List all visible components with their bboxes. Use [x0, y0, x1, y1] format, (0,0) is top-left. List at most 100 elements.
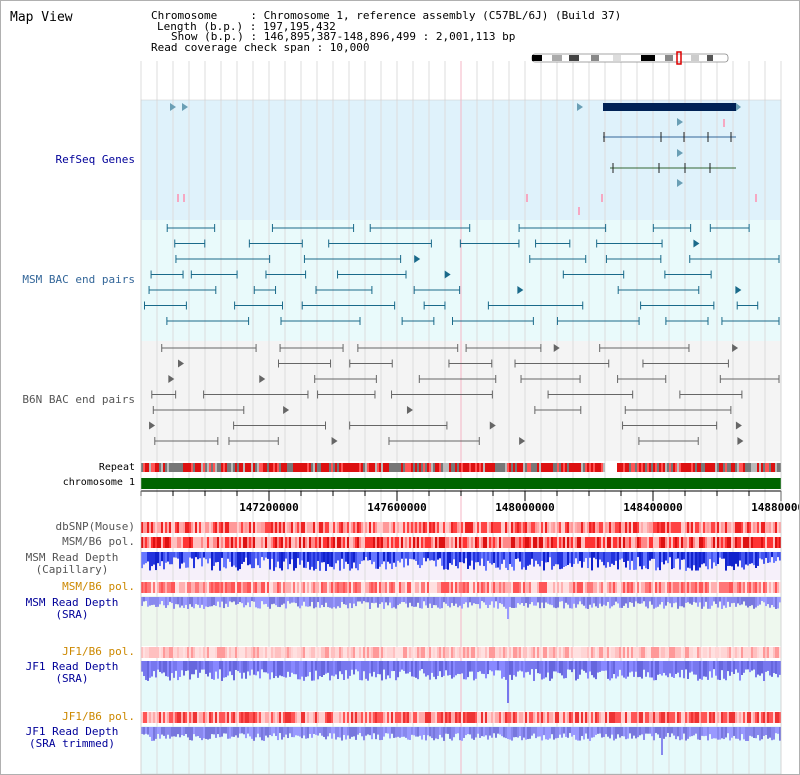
msm-b6-pol-2-cell	[551, 582, 553, 593]
msm-b6-pol-1-cell	[163, 537, 165, 548]
msm-b6-pol-1-cell	[761, 537, 763, 548]
dbsnp-cell	[489, 522, 491, 533]
dbsnp-label[interactable]: dbSNP(Mouse)	[55, 520, 135, 533]
msm-b6-pol-1-cell	[759, 537, 761, 548]
msm-sra-depth-bar	[319, 597, 321, 608]
jf1-b6-pol-1-cell	[279, 647, 281, 658]
jf1-sra-depth-bar	[183, 661, 185, 676]
jf1-trim-depth-bar	[461, 727, 463, 741]
msm-read-depth-capillary-label[interactable]: MSM Read Depth (Capillary)	[25, 551, 119, 576]
dbsnp-cell	[537, 522, 539, 533]
msm-cap-depth-bar	[673, 552, 675, 569]
msm-sra-depth-bar	[239, 597, 241, 603]
dbsnp-cell	[743, 522, 745, 533]
jf1-b6-pol-label-1[interactable]: JF1/B6 pol.	[62, 645, 135, 658]
jf1-trim-depth-bar	[313, 727, 315, 734]
jf1-b6-pol-2-cell	[523, 712, 525, 723]
jf1-trim-depth-bar	[593, 727, 595, 738]
msm-b6-pol-1-cell	[545, 537, 547, 548]
dbsnp-cell	[763, 522, 765, 533]
msm-b6-pol-1-cell	[699, 537, 701, 548]
msm-cap-depth-bar	[205, 552, 207, 560]
dbsnp-cell	[301, 522, 303, 533]
msm-sra-depth-bar	[627, 597, 629, 608]
dbsnp-cell	[565, 522, 567, 533]
msm-b6-pol-2-cell	[355, 582, 357, 593]
msm-b6-pol-2-cell	[153, 582, 155, 593]
msm-cap-depth-bar	[285, 552, 287, 559]
dbsnp-cell	[277, 522, 279, 533]
dbsnp-cell	[517, 522, 519, 533]
msm-read-depth-sra-label[interactable]: MSM Read Depth (SRA)	[25, 596, 119, 621]
repeat-segment	[419, 463, 421, 472]
msm-b6-pol-2-cell	[583, 582, 585, 593]
b6n-bac-end-pairs-label[interactable]: B6N BAC end pairs	[22, 393, 135, 406]
jf1-trim-depth-bar	[317, 727, 319, 736]
repeat-segment	[407, 463, 409, 472]
jf1-sra-depth-bar	[573, 661, 575, 670]
msm-b6-pol-label-1[interactable]: MSM/B6 pol.	[62, 535, 135, 548]
msm-b6-pol-1-cell	[669, 537, 671, 548]
msm-b6-pol-2-cell	[661, 582, 663, 593]
jf1-b6-pol-2-cell	[611, 712, 613, 723]
jf1-read-depth-sra-trimmed-label[interactable]: JF1 Read Depth (SRA trimmed)	[25, 725, 119, 750]
jf1-sra-depth-bar	[247, 661, 249, 672]
dbsnp-cell	[667, 522, 669, 533]
msm-sra-depth-bar	[415, 597, 417, 607]
jf1-b6-pol-2-cell	[211, 712, 213, 723]
dbsnp-cell	[287, 522, 289, 533]
msm-sra-depth-bar	[757, 597, 759, 606]
msm-b6-pol-1-cell	[353, 537, 355, 548]
msm-b6-pol-2-cell	[705, 582, 707, 593]
jf1-b6-pol-2-cell	[461, 712, 463, 723]
jf1-sra-depth-bar	[503, 661, 505, 677]
jf1-b6-pol-label-2[interactable]: JF1/B6 pol.	[62, 710, 135, 723]
dbsnp-cell	[251, 522, 253, 533]
msm-b6-pol-1-cell	[625, 537, 627, 548]
msm-b6-pol-1-cell	[303, 537, 305, 548]
dbsnp-cell	[151, 522, 153, 533]
jf1-sra-depth-bar	[539, 661, 541, 674]
jf1-b6-pol-2-cell	[495, 712, 497, 723]
msm-sra-depth-bar	[241, 597, 243, 604]
msm-sra-depth-bar	[249, 597, 251, 608]
jf1-trim-depth-bar	[529, 727, 531, 739]
dbsnp-cell	[349, 522, 351, 533]
repeat-segment	[751, 463, 753, 472]
jf1-b6-pol-1-cell	[723, 647, 725, 658]
jf1-sra-depth-bar	[453, 661, 455, 678]
msm-b6-pol-1-cell	[575, 537, 577, 548]
jf1-b6-pol-2-cell	[459, 712, 461, 723]
dbsnp-cell	[651, 522, 653, 533]
jf1-trim-depth-bar	[491, 727, 493, 738]
repeat-segment	[561, 463, 563, 472]
refseq-genes-label[interactable]: RefSeq Genes	[55, 153, 135, 166]
jf1-b6-pol-2-cell	[753, 712, 755, 723]
msm-b6-pol-1-cell	[769, 537, 771, 548]
msm-b6-pol-1-cell	[497, 537, 499, 548]
msm-b6-pol-label-2[interactable]: MSM/B6 pol.	[62, 580, 135, 593]
jf1-b6-pol-1-cell	[545, 647, 547, 658]
msm-b6-pol-1-cell	[161, 537, 163, 548]
jf1-sra-depth-bar	[311, 661, 313, 681]
jf1-sra-depth-bar	[625, 661, 627, 679]
msm-cap-depth-bar	[347, 552, 349, 564]
msm-sra-depth-bar	[255, 597, 257, 608]
msm-cap-depth-bar	[303, 552, 305, 568]
jf1-read-depth-sra-label[interactable]: JF1 Read Depth (SRA)	[25, 660, 119, 685]
msm-bac-end-pairs-label[interactable]: MSM BAC end pairs	[22, 273, 135, 286]
msm-b6-pol-1-cell	[729, 537, 731, 548]
jf1-b6-pol-1-cell	[285, 647, 287, 658]
jf1-b6-pol-2-cell	[547, 712, 549, 723]
jf1-b6-pol-1-cell	[753, 647, 755, 658]
msm-b6-pol-2-cell	[203, 582, 205, 593]
msm-cap-depth-bar	[657, 552, 659, 568]
repeat-segment	[235, 463, 237, 472]
msm-b6-pol-1-cell	[531, 537, 533, 548]
jf1-trim-depth-bar	[211, 727, 213, 735]
msm-cap-depth-bar	[615, 552, 617, 561]
msm-cap-depth-bar	[227, 552, 229, 559]
repeat-segment	[673, 463, 675, 472]
msm-b6-pol-1-cell	[607, 537, 609, 548]
